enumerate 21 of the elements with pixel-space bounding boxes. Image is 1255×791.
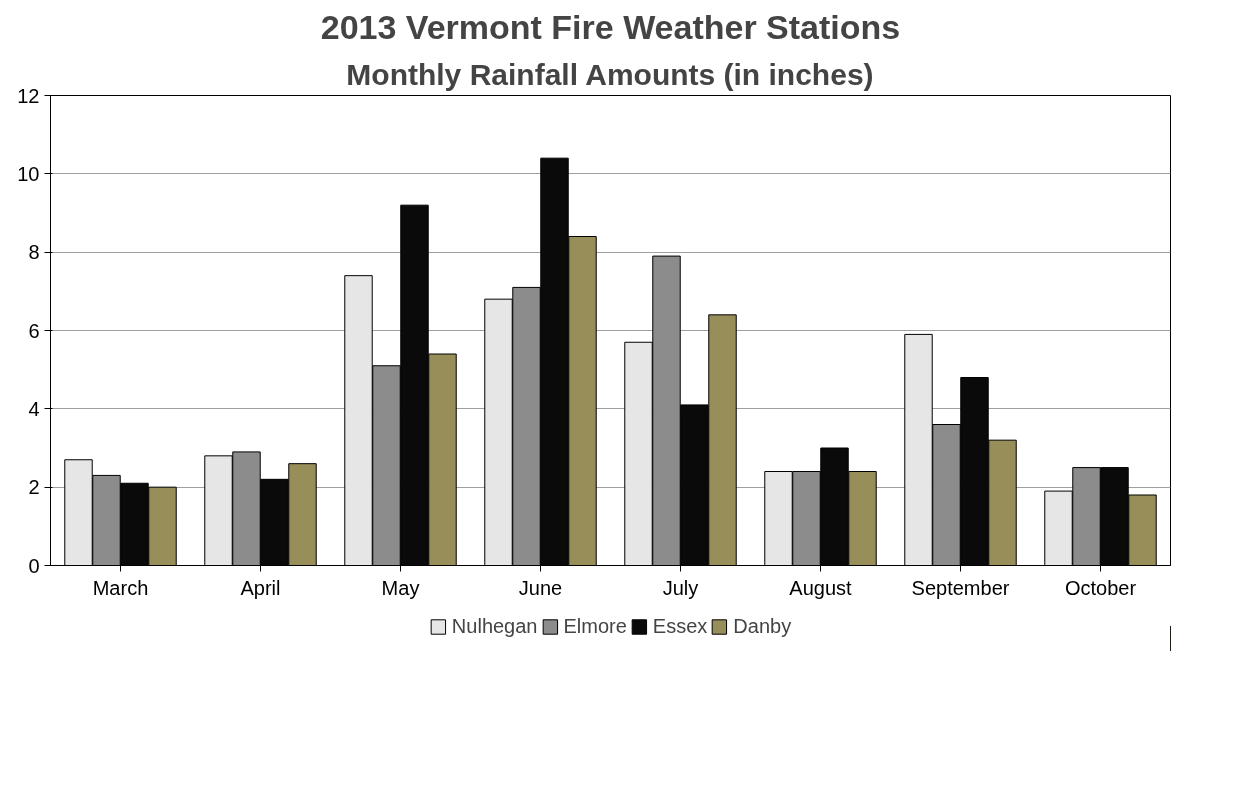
legend-label: Danby [733, 614, 792, 638]
x-tick-label: September [911, 576, 1010, 599]
chart-title: 2013 Vermont Fire Weather Stations [320, 7, 901, 46]
x-tick-label: April [240, 576, 281, 599]
x-tick-label: July [662, 576, 699, 599]
y-tick-label: 6 [28, 319, 40, 342]
x-tick-label: May [381, 576, 420, 599]
x-tick-label: October [1064, 576, 1137, 599]
legend-label: Nulhegan [451, 614, 538, 638]
x-tick-label: March [92, 576, 149, 599]
y-tick-label: 12 [17, 84, 40, 107]
legend-label: Essex [652, 614, 708, 638]
chart-subtitle: Monthly Rainfall Amounts (in inches) [346, 57, 874, 91]
y-tick-label: 4 [28, 397, 40, 420]
y-tick-label: 10 [17, 162, 40, 185]
y-tick-label: 0 [28, 554, 40, 577]
y-tick-label: 8 [28, 241, 40, 264]
x-tick-label: June [518, 576, 563, 599]
x-tick-label: August [789, 576, 853, 599]
y-tick-label: 2 [28, 476, 40, 499]
legend-label: Elmore [563, 614, 627, 638]
